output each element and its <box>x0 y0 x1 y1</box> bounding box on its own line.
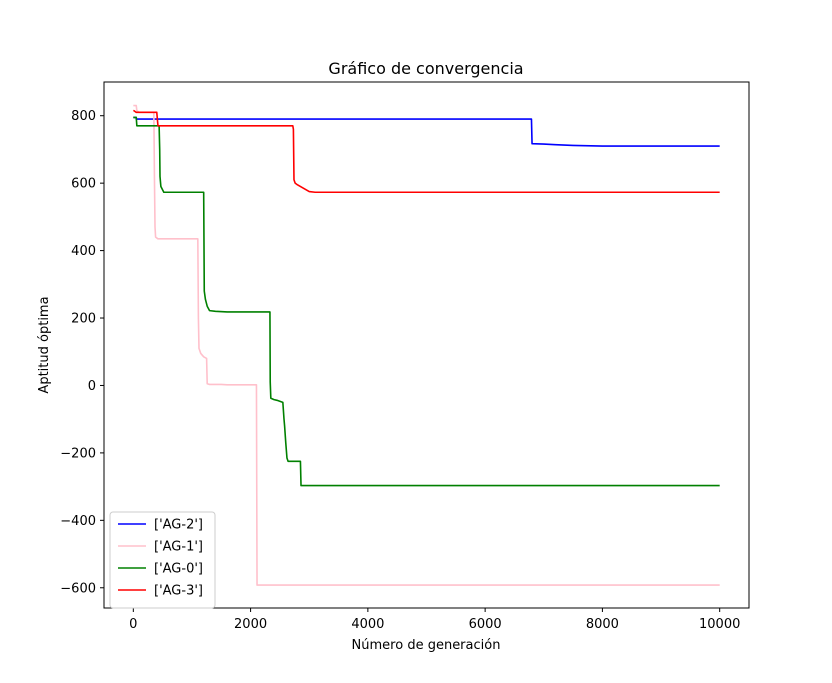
series-line-2 <box>133 116 720 487</box>
plot-frame <box>103 81 750 609</box>
y-tick-label: −600 <box>60 581 96 596</box>
x-tick-label: 6000 <box>469 617 502 632</box>
y-tick-label: 200 <box>71 312 96 327</box>
series-line-3 <box>133 109 720 194</box>
legend-box <box>109 511 216 609</box>
y-tick-label: 0 <box>88 379 96 394</box>
legend-label-0: ['AG-2'] <box>154 518 203 533</box>
x-axis-label: Número de generación <box>352 638 501 653</box>
y-tick-label: −200 <box>60 446 96 461</box>
legend-label-1: ['AG-1'] <box>154 540 203 555</box>
x-tick-label: 8000 <box>586 617 619 632</box>
x-tick-label: 4000 <box>351 617 384 632</box>
legend-label-3: ['AG-3'] <box>154 584 203 599</box>
y-axis-label: Aptitud óptima <box>37 296 52 393</box>
y-tick-label: −400 <box>60 514 96 529</box>
chart-title: Gráfico de convergencia <box>328 59 523 78</box>
y-axis: −600 −400 −200 0 200 400 600 800 <box>60 109 104 596</box>
x-tick-label: 0 <box>129 617 137 632</box>
x-tick-label: 2000 <box>234 617 267 632</box>
y-tick-label: 400 <box>71 244 96 259</box>
y-tick-label: 600 <box>71 177 96 192</box>
legend-label-2: ['AG-0'] <box>154 562 203 577</box>
series-layer <box>133 104 720 586</box>
x-tick-label: 10000 <box>699 617 740 632</box>
x-axis: 0 2000 4000 6000 8000 10000 <box>129 608 740 632</box>
y-tick-label: 800 <box>71 109 96 124</box>
legend: ['AG-2'] ['AG-1'] ['AG-0'] ['AG-3'] <box>109 511 216 609</box>
